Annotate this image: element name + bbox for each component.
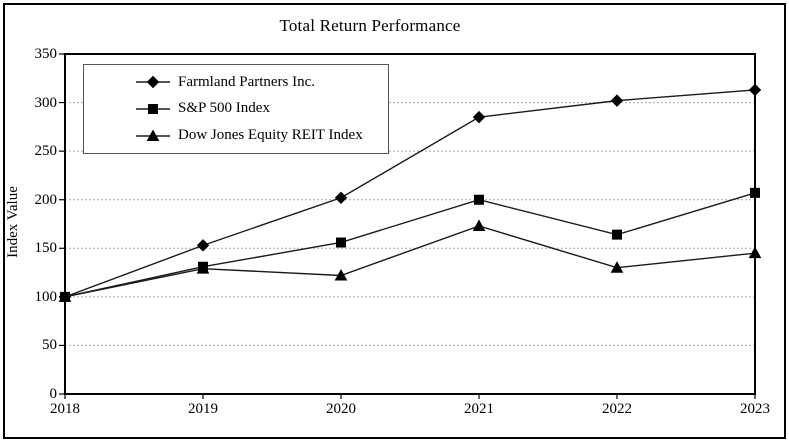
marker-square-2022 — [612, 229, 622, 240]
marker-diamond-2023 — [748, 83, 762, 97]
marker-triangle-2022 — [610, 261, 624, 273]
y-tick-label-0: 0 — [49, 386, 58, 402]
legend-item-s-p-500-index: S&P 500 Index — [136, 96, 388, 122]
marker-diamond-2020 — [334, 191, 348, 204]
x-tick-label-2023: 2023 — [740, 401, 770, 417]
marker-triangle-2021 — [472, 219, 486, 231]
chart-title: Total Return Performance — [279, 16, 461, 35]
x-tick-label-2022: 2022 — [602, 401, 632, 417]
legend-label-dow-jones-equity-reit-index: Dow Jones Equity REIT Index — [178, 127, 363, 144]
y-tick-label-300: 300 — [34, 94, 58, 111]
y-tick-label-200: 200 — [34, 191, 58, 208]
series-line-s-p-500-index — [64, 192, 756, 298]
marker-triangle-2023 — [748, 246, 762, 259]
legend-box: Farmland Partners Inc. S&P 500 Index Dow J… — [83, 64, 389, 154]
x-tick-label-2021: 2021 — [464, 401, 494, 417]
plot-frame — [64, 53, 756, 395]
marker-triangle-2019 — [196, 262, 210, 274]
marker-triangle-2020 — [334, 268, 348, 281]
marker-triangle-2018 — [58, 290, 72, 302]
marker-diamond-2021 — [472, 110, 486, 124]
legend-item-dow-jones-equity-reit-index: Dow Jones Equity REIT Index — [136, 123, 388, 149]
y-tick-label-50: 50 — [42, 337, 57, 354]
y-tick-label-250: 250 — [34, 143, 58, 160]
y-tick-label-100: 100 — [34, 288, 58, 305]
legend-label-farmland-partners-inc: Farmland Partners Inc. — [178, 73, 316, 90]
series-line-dow-jones-equity-reit-index — [64, 225, 756, 298]
y-tick-label-150: 150 — [34, 240, 58, 257]
legend-label-s-p-500-index: S&P 500 Index — [178, 100, 270, 117]
legend-item-farmland-partners-inc: Farmland Partners Inc. — [136, 69, 388, 95]
series-line-farmland-partners-inc — [64, 89, 756, 298]
marker-square-2021 — [474, 194, 484, 205]
marker-diamond-2022 — [610, 94, 624, 107]
y-axis-title: Index Value — [5, 186, 21, 258]
marker-square-2020 — [336, 237, 346, 248]
y-tick-label-350: 350 — [34, 46, 58, 62]
square-marker-icon — [136, 103, 170, 114]
triangle-marker-icon — [136, 129, 170, 141]
x-tick-label-2019: 2019 — [188, 401, 218, 417]
x-tick-label-2020: 2020 — [326, 401, 356, 417]
marker-square-2023 — [750, 187, 760, 198]
diamond-marker-icon — [136, 76, 170, 89]
plot-area — [58, 53, 762, 399]
x-tick-label-2018: 2018 — [50, 401, 80, 417]
marker-diamond-2019 — [196, 239, 210, 252]
